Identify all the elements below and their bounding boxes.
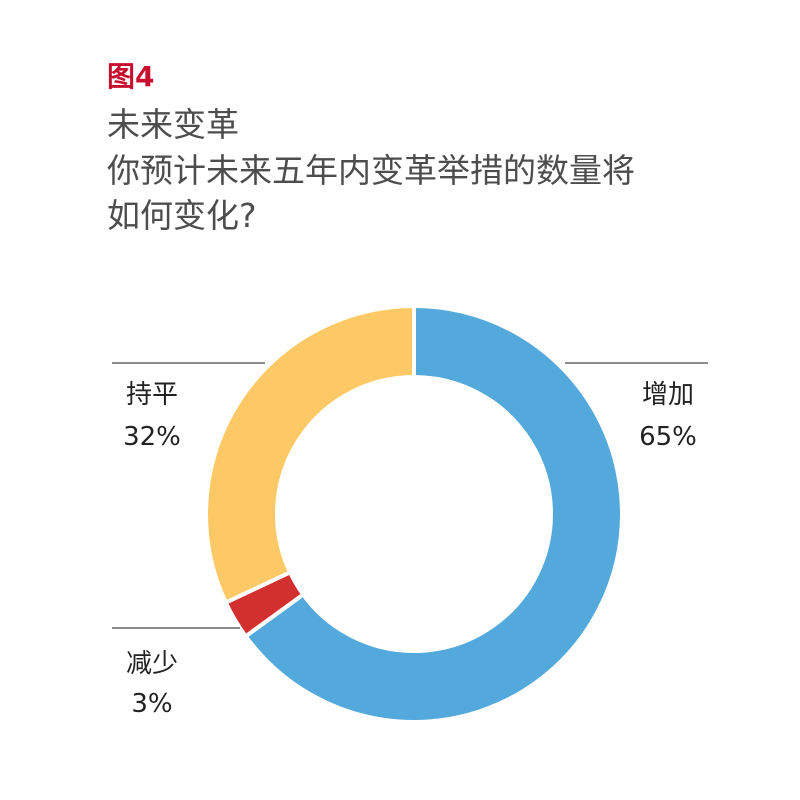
figure-label: 图4 [107, 60, 155, 93]
leader-lines [112, 362, 708, 629]
value-label-decrease: 3% [131, 689, 172, 719]
data-labels: 增加 65% 持平 32% 减少 3% [123, 380, 697, 719]
value-label-increase: 65% [639, 422, 697, 452]
donut-segment-increase [242, 303, 624, 724]
chart-subtitle-line-1: 你预计未来五年内变革举措的数量将 [107, 151, 635, 190]
donut-segments [204, 303, 624, 724]
chart-subtitle-line-2: 如何变化? [107, 196, 257, 235]
category-label-decrease: 减少 [126, 649, 178, 679]
category-label-increase: 增加 [642, 380, 694, 410]
donut-segment-flat [204, 303, 416, 606]
value-label-flat: 32% [123, 422, 181, 452]
chart-title: 未来变革 [107, 105, 239, 144]
category-label-flat: 持平 [126, 380, 178, 410]
